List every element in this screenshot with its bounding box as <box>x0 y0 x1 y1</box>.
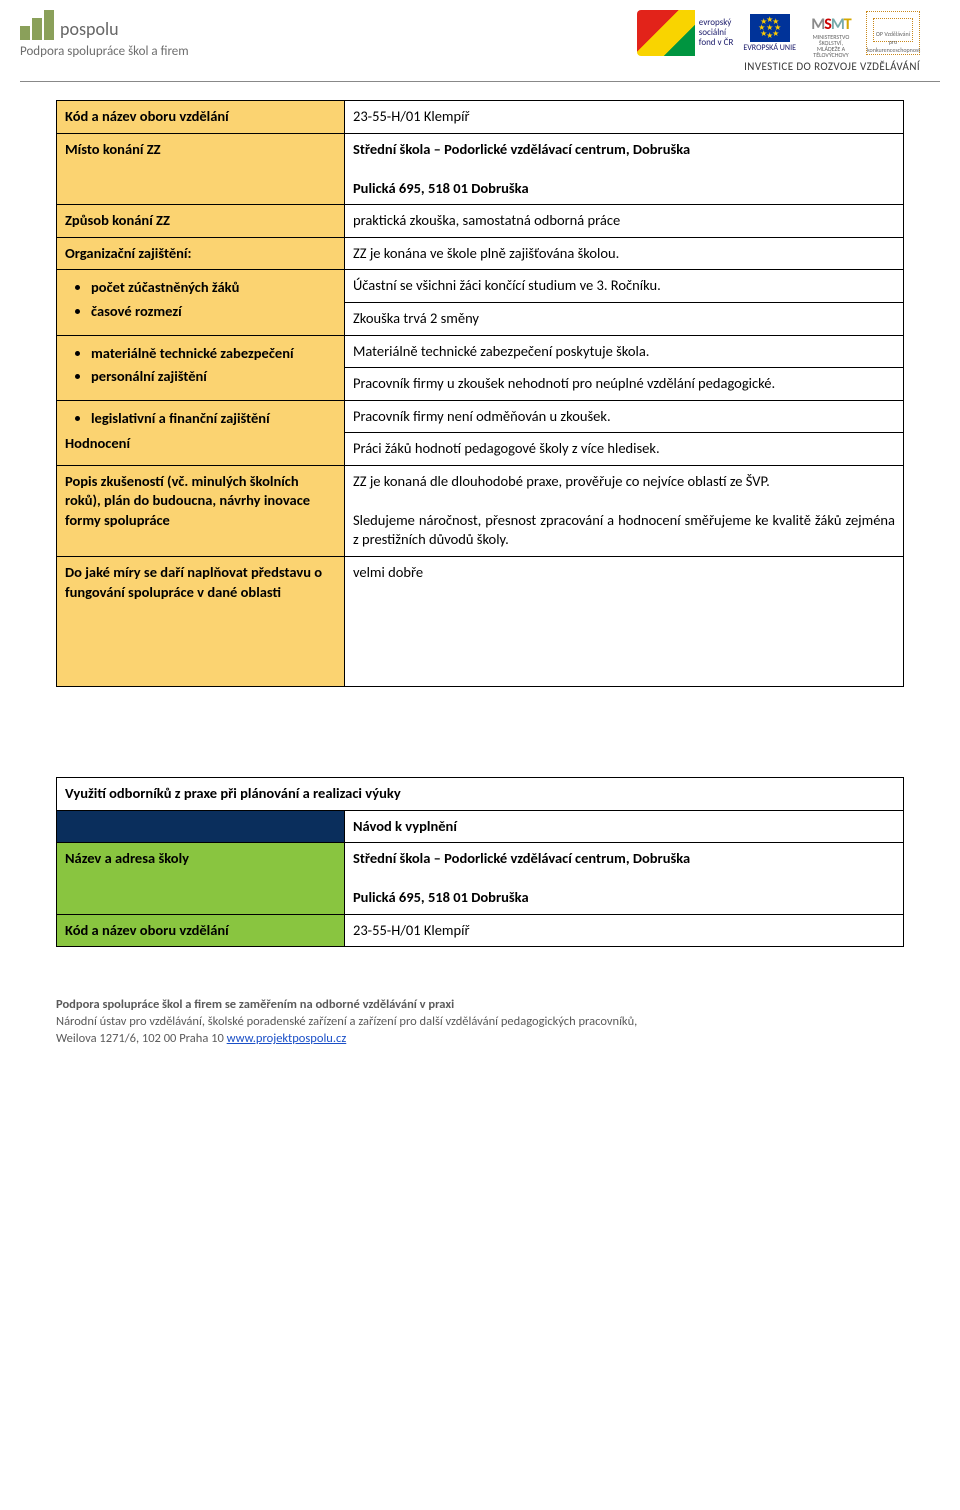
row-value: Pracovník firmy u zkoušek nehodnotí pro … <box>344 368 903 401</box>
row-value: ZZ je konána ve škole plně zajišťována š… <box>344 237 903 270</box>
table-row: Kód a název oboru vzdělání 23-55-H/01 Kl… <box>57 914 904 947</box>
row-value: Střední škola – Podorlické vzdělávací ce… <box>344 133 903 205</box>
pospolu-logo: pospolu <box>20 10 189 40</box>
row-label-blue <box>57 810 345 843</box>
table-row: Způsob konání ZZ praktická zkouška, samo… <box>57 205 904 238</box>
row-label: Organizační zajištění: <box>57 237 345 270</box>
msmt-logo: MSMT MINISTERSTVO ŠKOLSTVÍ, MLÁDEŽE A TĚ… <box>806 15 856 51</box>
table-row: materiálně technické zabezpečení personá… <box>57 335 904 368</box>
row-value: Střední škola – Podorlické vzdělávací ce… <box>344 843 903 915</box>
row-value: Zkouška trvá 2 směny <box>344 302 903 335</box>
bullet-item: časové rozmezí <box>91 300 336 324</box>
row-label: počet zúčastněných žáků časové rozmezí <box>57 270 345 335</box>
section-gap <box>56 687 904 777</box>
section-title: Využití odborníků z praxe při plánování … <box>57 778 904 811</box>
footer-title: Podpora spolupráce škol a firem se zaměř… <box>56 997 904 1014</box>
footer-line3: Weilova 1271/6, 102 00 Praha 10 www.proj… <box>56 1031 904 1048</box>
brand-block: pospolu Podpora spolupráce škol a firem <box>20 10 189 59</box>
bullet-item: počet zúčastněných žáků <box>91 276 336 300</box>
form-table-1: Kód a název oboru vzdělání 23-55-H/01 Kl… <box>56 100 904 687</box>
row-label: materiálně technické zabezpečení personá… <box>57 335 345 400</box>
table-row: Místo konání ZZ Střední škola – Podorlic… <box>57 133 904 205</box>
table-row: Návod k vyplnění <box>57 810 904 843</box>
eu-label: EVROPSKÁ UNIE <box>743 44 796 52</box>
bullet-item: personální zajištění <box>91 365 336 389</box>
row-label: Kód a název oboru vzdělání <box>57 101 345 134</box>
msmt-sub: MINISTERSTVO ŠKOLSTVÍ, MLÁDEŽE A TĚLOVÝC… <box>806 34 856 58</box>
pospolu-bars-icon <box>20 10 54 40</box>
msmt-letters: MSMT <box>811 15 850 34</box>
row-value: 23-55-H/01 Klempíř <box>344 914 903 947</box>
content-area: Kód a název oboru vzdělání 23-55-H/01 Kl… <box>0 100 960 947</box>
row-label-green: Název a adresa školy <box>57 843 345 915</box>
section-title-row: Využití odborníků z praxe při plánování … <box>57 778 904 811</box>
table-row: Název a adresa školy Střední škola – Pod… <box>57 843 904 915</box>
brand-subtitle: Podpora spolupráce škol a firem <box>20 44 189 59</box>
op-logo: OP Vzdělávání pro konkurenceschopnost <box>866 11 920 55</box>
row-value: Pracovník firmy není odměňován u zkoušek… <box>344 400 903 433</box>
table-row: legislativní a finanční zajištění Hodnoc… <box>57 400 904 433</box>
esf-text: evropský sociální fond v ČR <box>695 18 734 48</box>
row-label: legislativní a finanční zajištění Hodnoc… <box>57 400 345 465</box>
row-value: Práci žáků hodnotí pedagogové školy z ví… <box>344 433 903 466</box>
brand-name: pospolu <box>60 18 119 40</box>
table-row: počet zúčastněných žáků časové rozmezí Ú… <box>57 270 904 303</box>
page-footer: Podpora spolupráce škol a firem se zaměř… <box>0 947 960 1068</box>
table-row: Kód a název oboru vzdělání 23-55-H/01 Kl… <box>57 101 904 134</box>
esf-icon <box>637 10 695 56</box>
bullet-item: materiálně technické zabezpečení <box>91 342 336 366</box>
row-label: Místo konání ZZ <box>57 133 345 205</box>
page-header: pospolu Podpora spolupráce škol a firem … <box>0 0 960 81</box>
msmt-m2: M <box>831 15 844 34</box>
row-value: ZZ je konaná dle dlouhodobé praxe, prově… <box>344 465 903 556</box>
row-label-extra: Hodnocení <box>65 434 336 454</box>
row-value: Materiálně technické zabezpečení poskytu… <box>344 335 903 368</box>
footer-address: Weilova 1271/6, 102 00 Praha 10 <box>56 1031 227 1046</box>
header-tagline: INVESTICE DO ROZVOJE VZDĚLÁVÁNÍ <box>744 60 920 73</box>
msmt-t: T <box>844 15 851 34</box>
eu-flag-icon <box>750 14 790 42</box>
header-divider <box>20 81 940 82</box>
table-row: Organizační zajištění: ZZ je konána ve š… <box>57 237 904 270</box>
row-value: velmi dobře <box>344 557 903 687</box>
op-sub: OP Vzdělávání pro konkurenceschopnost <box>867 30 919 54</box>
eu-logo: EVROPSKÁ UNIE <box>743 14 796 52</box>
row-label: Způsob konání ZZ <box>57 205 345 238</box>
row-label: Do jaké míry se daří naplňovat představu… <box>57 557 345 687</box>
footer-link[interactable]: www.projektpospolu.cz <box>227 1031 347 1046</box>
msmt-m1: M <box>811 15 824 34</box>
row-value: Návod k vyplnění <box>344 810 903 843</box>
form-table-2: Využití odborníků z praxe při plánování … <box>56 777 904 947</box>
table-row: Popis zkušeností (vč. minulých školních … <box>57 465 904 556</box>
row-label-green: Kód a název oboru vzdělání <box>57 914 345 947</box>
logo-row: evropský sociální fond v ČR EVROPSKÁ UNI… <box>637 10 920 56</box>
esf-logo: evropský sociální fond v ČR <box>637 10 734 56</box>
table-row: Do jaké míry se daří naplňovat představu… <box>57 557 904 687</box>
row-value: praktická zkouška, samostatná odborná pr… <box>344 205 903 238</box>
row-value: 23-55-H/01 Klempíř <box>344 101 903 134</box>
footer-line2: Národní ústav pro vzdělávání, školské po… <box>56 1014 904 1031</box>
row-value: Účastní se všichni žáci končící studium … <box>344 270 903 303</box>
partner-logos: evropský sociální fond v ČR EVROPSKÁ UNI… <box>637 10 920 73</box>
row-label: Popis zkušeností (vč. minulých školních … <box>57 465 345 556</box>
bullet-item: legislativní a finanční zajištění <box>91 407 336 431</box>
